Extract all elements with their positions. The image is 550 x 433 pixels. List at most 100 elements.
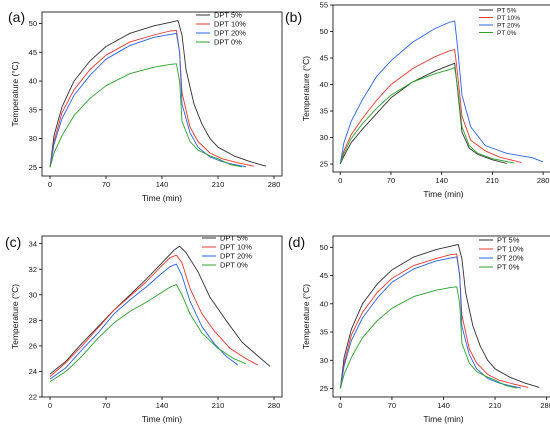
- legend-entry: PT 0%: [497, 30, 517, 37]
- series-line-3: [49, 32, 247, 168]
- y-tick-label: 35: [29, 105, 37, 114]
- y-tick-label: 24: [29, 367, 37, 376]
- x-tick-label: 210: [486, 176, 499, 185]
- x-tick-label: 280: [537, 176, 550, 185]
- legend-entry: PT 0%: [497, 263, 520, 272]
- y-tick-label: 22: [29, 393, 37, 402]
- x-tick-label: 70: [102, 180, 110, 189]
- x-tick-label: 0: [48, 180, 52, 189]
- legend-entry: PT 10%: [497, 15, 520, 22]
- x-tick-label: 70: [388, 401, 396, 410]
- legend-entry: DPT 5%: [220, 234, 248, 243]
- y-tick-label: 35: [320, 328, 328, 337]
- y-tick-label: 26: [29, 341, 37, 350]
- legend-entry: DPT 10%: [214, 20, 246, 29]
- legend: DPT 5%DPT 10%DPT 20%DPT 0%: [202, 234, 252, 270]
- y-tick-label: 30: [320, 133, 328, 142]
- legend-entry: DPT 0%: [220, 261, 248, 270]
- series-line-1: [339, 244, 540, 389]
- y-tick-label: 25: [320, 160, 328, 169]
- legend: DPT 5%DPT 10%DPT 20%DPT 0%: [196, 11, 246, 47]
- x-tick-label: 140: [156, 180, 169, 189]
- y-tick-label: 30: [320, 356, 328, 365]
- y-tick-label: 45: [320, 54, 328, 63]
- series-line-4: [49, 284, 247, 383]
- y-tick-label: 55: [320, 1, 328, 10]
- panel-label: (a): [8, 9, 25, 25]
- chart-panel-4: (d) 0 70 140 210 280 25 30 35 40 45 50 Time (min) Tem…: [288, 234, 550, 424]
- y-tick-label: 32: [29, 265, 37, 274]
- legend-entry: PT 20%: [497, 23, 520, 30]
- panel-label: (d): [288, 234, 305, 250]
- x-axis-label: Time (min): [423, 414, 463, 424]
- y-tick-label: 25: [320, 384, 328, 393]
- x-tick-label: 210: [212, 180, 225, 189]
- x-tick-label: 0: [338, 176, 342, 185]
- series-line-1: [49, 20, 267, 168]
- series-line-3: [339, 20, 544, 165]
- y-axis-label: Temperature (°C): [301, 56, 311, 121]
- x-tick-label: 0: [48, 401, 52, 410]
- y-axis-label: Temperature (°C): [10, 61, 20, 126]
- series-line-4: [49, 63, 243, 168]
- y-tick-label: 35: [320, 107, 328, 116]
- series-line-2: [49, 254, 259, 377]
- y-tick-label: 34: [29, 239, 37, 248]
- x-tick-label: 70: [387, 176, 395, 185]
- legend-entry: PT 10%: [497, 245, 524, 254]
- series-line-3: [49, 263, 239, 380]
- series-line-3: [339, 256, 521, 389]
- legend-entry: DPT 5%: [214, 11, 242, 20]
- x-tick-label: 70: [102, 401, 110, 410]
- x-tick-label: 140: [437, 401, 450, 410]
- y-tick-label: 30: [29, 290, 37, 299]
- plot-frame: [41, 11, 283, 177]
- legend-entry: PT 5%: [497, 8, 517, 15]
- series-line-4: [339, 286, 518, 389]
- y-tick-label: 28: [29, 316, 37, 325]
- legend-entry: DPT 10%: [220, 243, 252, 252]
- x-tick-label: 0: [338, 401, 342, 410]
- x-axis-label: Time (min): [142, 193, 182, 203]
- x-tick-label: 140: [156, 401, 169, 410]
- x-axis-label: Time (min): [142, 414, 182, 424]
- x-axis-label: Time (min): [423, 189, 463, 199]
- legend: PT 5%PT 10%PT 20%PT 0%: [479, 8, 520, 37]
- y-tick-label: 50: [29, 19, 37, 28]
- panel-label: (b): [285, 9, 302, 25]
- series-line-1: [339, 62, 508, 165]
- x-tick-label: 280: [540, 401, 550, 410]
- x-tick-label: 140: [435, 176, 448, 185]
- legend: PT 5%PT 10%PT 20%PT 0%: [479, 236, 524, 272]
- series-line-2: [49, 29, 255, 168]
- x-tick-label: 280: [268, 180, 281, 189]
- y-tick-label: 45: [29, 48, 37, 57]
- y-tick-label: 50: [320, 243, 328, 252]
- y-tick-label: 40: [29, 77, 37, 86]
- series-line-2: [339, 49, 522, 165]
- legend-entry: DPT 20%: [220, 252, 252, 261]
- legend-entry: PT 5%: [497, 236, 520, 245]
- y-tick-label: 45: [320, 271, 328, 280]
- y-tick-label: 50: [320, 27, 328, 36]
- y-axis-label: Temperature (°C): [301, 284, 311, 349]
- legend-entry: PT 20%: [497, 254, 524, 263]
- x-tick-label: 280: [268, 401, 281, 410]
- x-tick-label: 210: [212, 401, 225, 410]
- legend-entry: DPT 20%: [214, 29, 246, 38]
- y-tick-label: 25: [29, 163, 37, 172]
- series-line-1: [49, 245, 271, 375]
- series-line-4: [339, 67, 515, 165]
- x-tick-label: 210: [489, 401, 502, 410]
- chart-panel-3: (c) 0 70 140 210 280 22 24 26 28 30 32 34 Time (min) T…: [5, 234, 283, 424]
- plot-frame: [332, 4, 550, 173]
- y-tick-label: 40: [320, 80, 328, 89]
- chart-panel-1: (a) 0 70 140 210 280 25 30 35 40 45 50 Time (min) Tem…: [8, 9, 283, 203]
- y-axis-label: Temperature (°C): [10, 284, 20, 349]
- y-tick-label: 30: [29, 134, 37, 143]
- y-tick-label: 40: [320, 299, 328, 308]
- legend-entry: DPT 0%: [214, 38, 242, 47]
- panel-label: (c): [5, 234, 21, 250]
- chart-panel-2: (b) 0 70 140 210 280 25 30 35 40 45 50 55 Time (min) T…: [285, 1, 550, 199]
